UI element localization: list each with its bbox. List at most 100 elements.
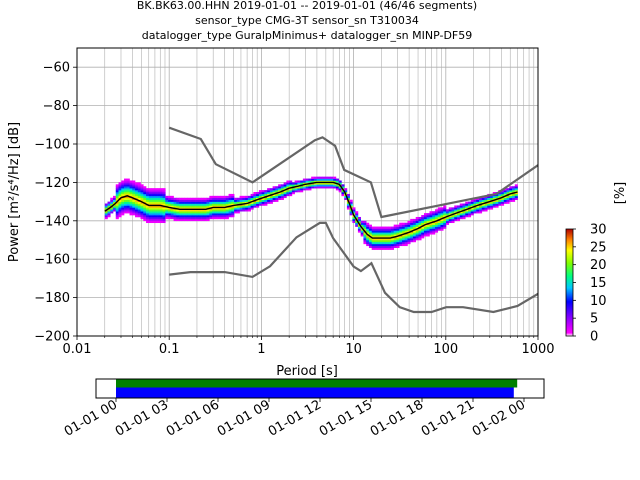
heatmap-cell: [146, 197, 150, 200]
heatmap-cell: [184, 218, 188, 222]
heatmap-cell: [143, 193, 147, 197]
heatmap-cell: [115, 188, 119, 191]
heatmap-cell: [217, 199, 221, 202]
heatmap-cell: [308, 188, 312, 191]
heatmap-cell: [231, 201, 235, 204]
heatmap-cell: [118, 201, 122, 204]
heatmap-cell: [313, 178, 317, 181]
heatmap-cell: [198, 203, 202, 206]
heatmap-cell: [223, 207, 227, 210]
heatmap-cell: [335, 178, 339, 181]
heatmap-cell: [126, 192, 130, 195]
heatmap-cell: [470, 205, 474, 208]
heatmap-cell: [181, 211, 185, 214]
heatmap-cell: [382, 228, 386, 231]
heatmap-cell: [393, 238, 397, 241]
heatmap-cell: [487, 203, 491, 206]
heatmap-cell: [470, 203, 474, 206]
heatmap-cell: [231, 199, 235, 202]
heatmap-cell: [357, 218, 361, 222]
heatmap-cell: [256, 205, 260, 208]
heatmap-cell: [154, 215, 158, 218]
heatmap-cell: [256, 203, 260, 206]
heatmap-cell: [470, 207, 474, 210]
heatmap-cell: [330, 186, 334, 189]
x-tick-label: 1: [257, 342, 265, 357]
heatmap-cell: [126, 203, 130, 206]
heatmap-cell: [401, 224, 406, 227]
heatmap-cell: [110, 201, 114, 204]
heatmap-cell: [501, 190, 505, 193]
heatmap-cell: [151, 216, 155, 220]
heatmap-cell: [159, 195, 163, 199]
heatmap-cell: [330, 180, 334, 183]
heatmap-cell: [479, 197, 483, 200]
heatmap-cell: [231, 209, 235, 212]
heatmap-cell: [429, 216, 433, 220]
heatmap-cell: [184, 197, 188, 200]
heatmap-cell: [462, 215, 466, 218]
heatmap-cell: [476, 211, 480, 214]
heatmap-cell: [198, 199, 202, 202]
colorbar-label: [%]: [613, 182, 628, 205]
heatmap-cell: [346, 193, 350, 197]
heatmap-cell: [245, 199, 249, 202]
heatmap-cell: [490, 195, 494, 199]
heatmap-cell: [327, 182, 331, 185]
x-axis-label: Period [s]: [276, 364, 338, 379]
heatmap-cell: [388, 236, 392, 239]
heatmap-cell: [275, 193, 279, 197]
heatmap-cell: [388, 230, 392, 233]
heatmap-cell: [209, 211, 213, 214]
heatmap-cell: [190, 201, 194, 204]
heatmap-cell: [302, 184, 306, 187]
heatmap-cell: [231, 203, 235, 206]
heatmap-cell: [159, 213, 163, 216]
heatmap-cell: [275, 190, 279, 193]
heatmap-cell: [220, 201, 224, 204]
heatmap-cell: [476, 201, 480, 204]
heatmap-cell: [355, 220, 359, 224]
heatmap-cell: [459, 205, 463, 208]
heatmap-cell: [335, 188, 339, 191]
heatmap-cell: [113, 209, 117, 212]
heatmap-cell: [319, 184, 323, 187]
heatmap-cell: [162, 203, 166, 206]
heatmap-cell: [487, 201, 491, 204]
heatmap-cell: [509, 199, 513, 202]
heatmap-cell: [121, 203, 125, 206]
heatmap-cell: [385, 236, 389, 239]
heatmap-cell: [220, 205, 224, 208]
heatmap-cell: [192, 216, 196, 220]
heatmap-cell: [481, 201, 485, 204]
heatmap-cell: [357, 224, 361, 227]
heatmap-cell: [349, 199, 353, 202]
heatmap-cell: [176, 216, 180, 220]
heatmap-cell: [250, 195, 254, 199]
heatmap-cell: [448, 218, 452, 222]
heatmap-cell: [154, 188, 158, 191]
heatmap-cell: [434, 218, 439, 222]
heatmap-cell: [179, 203, 183, 206]
heatmap-cell: [473, 207, 477, 210]
heatmap-cell: [399, 226, 403, 229]
heatmap-cell: [192, 218, 196, 222]
heatmap-cell: [140, 186, 144, 189]
heatmap-cell: [443, 218, 447, 222]
heatmap-cell: [159, 209, 163, 212]
heatmap-cell: [201, 199, 205, 202]
heatmap-cell: [165, 216, 169, 220]
heatmap-cell: [286, 182, 290, 185]
heatmap-cell: [168, 205, 172, 208]
heatmap-cell: [333, 176, 337, 179]
heatmap-cell: [410, 234, 414, 237]
heatmap-cell: [220, 211, 224, 214]
heatmap-cell: [190, 211, 194, 214]
heatmap-cell: [198, 201, 202, 204]
heatmap-cell: [264, 192, 268, 195]
heatmap-cell: [272, 195, 276, 199]
heatmap-cell: [468, 213, 472, 216]
heatmap-cell: [195, 213, 199, 216]
heatmap-cell: [286, 186, 290, 189]
heatmap-cell: [168, 215, 172, 218]
